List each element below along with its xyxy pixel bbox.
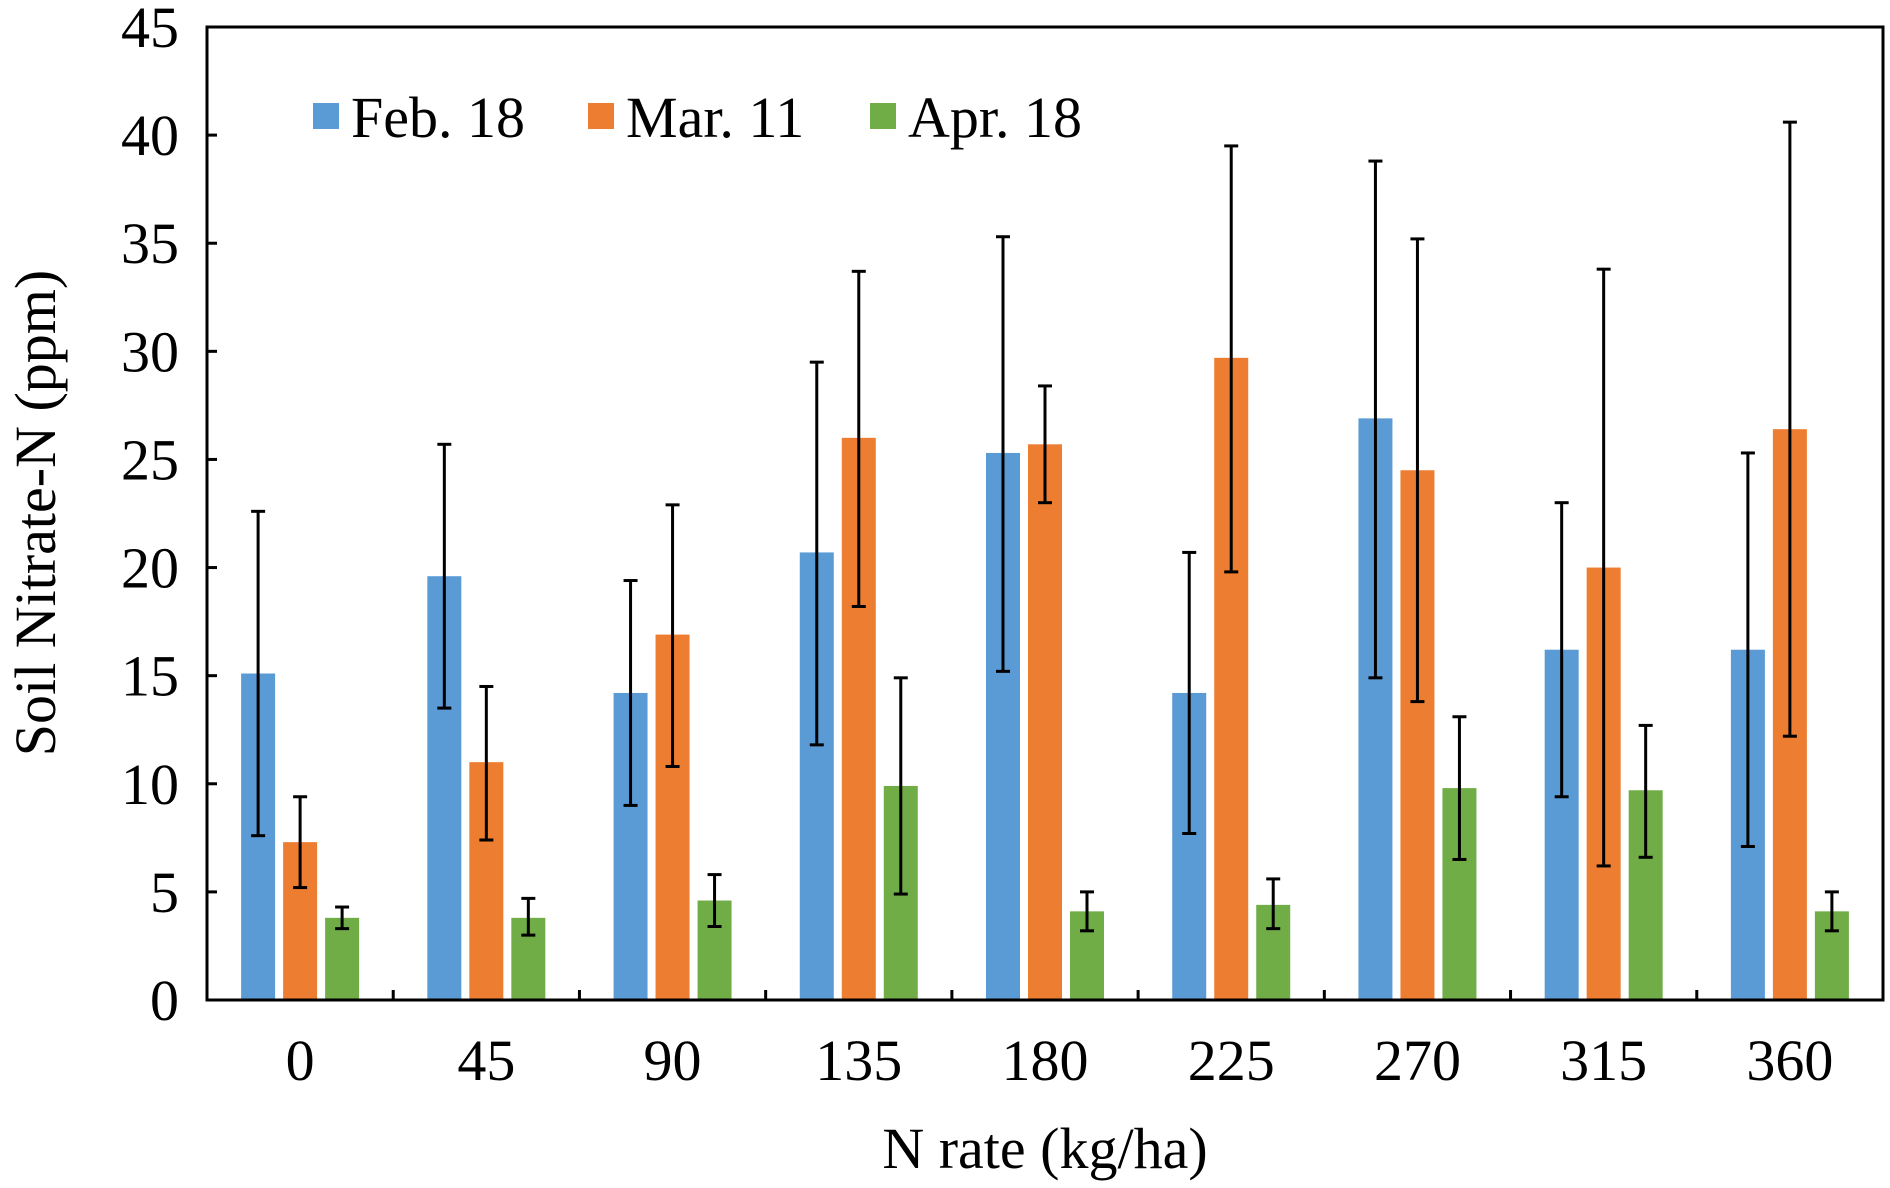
error-bar [809, 360, 824, 747]
plot-area-frame [205, 25, 1885, 1002]
x-tick-label: 180 [1002, 1028, 1089, 1093]
x-tick-label: 225 [1188, 1028, 1275, 1093]
error-bar [1038, 384, 1052, 505]
legend-label: Feb. 18 [351, 85, 525, 150]
error-bar [1824, 890, 1839, 933]
error-bar [707, 873, 722, 928]
x-tick-label: 270 [1374, 1028, 1461, 1093]
error-bar [1410, 237, 1425, 704]
error-bar [521, 896, 536, 937]
error-bar [1080, 890, 1094, 933]
error-bar [996, 235, 1010, 673]
y-tick-label: 25 [121, 427, 179, 492]
chart-marks [241, 120, 1849, 1001]
bar [325, 917, 360, 1000]
legend: Feb. 18 Mar. 11 Apr. 18 [313, 85, 1082, 150]
error-bar [335, 905, 350, 931]
error-bar [1224, 144, 1239, 574]
x-tick-label: 315 [1560, 1028, 1647, 1093]
bar [1028, 444, 1062, 1000]
x-tick-label: 360 [1746, 1028, 1833, 1093]
y-tick-label: 15 [121, 644, 179, 709]
legend-label: Apr. 18 [908, 85, 1082, 150]
legend-label: Mar. 11 [626, 85, 804, 150]
y-tick-label: 20 [121, 536, 179, 601]
y-tick-label: 0 [150, 968, 179, 1033]
error-bar [665, 503, 680, 768]
error-bar [1452, 715, 1467, 861]
y-axis-label: Soil Nitrate-N (ppm) [3, 270, 68, 756]
legend-item: Mar. 11 [588, 85, 804, 150]
error-bar [1782, 120, 1797, 738]
y-tick-label: 40 [121, 103, 179, 168]
error-bar [1740, 451, 1755, 848]
error-bar [851, 269, 866, 608]
error-bar [893, 676, 908, 896]
ticks: 0 5 10 15 20 25 30 35 40 45 0 45 90 135 180 225 270 315 36… [121, 0, 1833, 1093]
error-bar [623, 579, 638, 807]
x-tick-label: 45 [457, 1028, 515, 1093]
error-bar [1368, 159, 1383, 680]
x-tick-label: 0 [286, 1028, 315, 1093]
error-bar [251, 509, 266, 838]
error-bar [1554, 501, 1569, 799]
y-tick-label: 35 [121, 211, 179, 276]
error-bar [1266, 877, 1281, 931]
legend-item: Apr. 18 [870, 85, 1082, 150]
error-bar [1182, 550, 1197, 836]
legend-item: Feb. 18 [313, 85, 525, 150]
error-bar [437, 442, 452, 710]
y-tick-label: 30 [121, 319, 179, 384]
error-bar [479, 684, 494, 842]
x-axis-label: N rate (kg/ha) [882, 1116, 1207, 1181]
y-tick-label: 5 [150, 860, 179, 925]
error-bar [1596, 267, 1611, 868]
y-tick-label: 10 [121, 752, 179, 817]
x-tick-label: 90 [644, 1028, 702, 1093]
legend-swatch [588, 103, 614, 129]
y-tick-label: 45 [121, 0, 179, 60]
legend-swatch [313, 103, 339, 129]
error-bar [293, 795, 308, 890]
legend-swatch [870, 103, 896, 129]
x-tick-label: 135 [815, 1028, 902, 1093]
error-bar [1638, 723, 1653, 859]
